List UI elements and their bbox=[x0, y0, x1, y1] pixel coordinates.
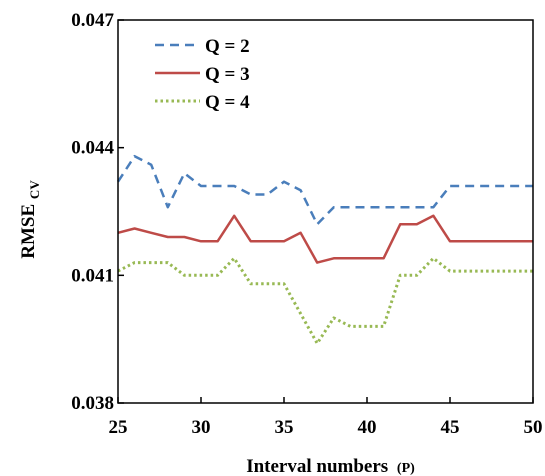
legend-label: Q = 3 bbox=[205, 64, 250, 85]
x-tick-label: 40 bbox=[358, 417, 377, 438]
y-tick-label: 0.044 bbox=[71, 138, 114, 159]
series-line-q4 bbox=[117, 256, 533, 345]
x-axis-title-main: Interval numbers bbox=[246, 456, 388, 476]
legend-label: Q = 2 bbox=[205, 36, 250, 57]
x-tick-label: 45 bbox=[441, 417, 460, 438]
y-tick-label: 0.047 bbox=[71, 10, 114, 31]
x-axis-title: Interval numbers (P) bbox=[246, 456, 415, 476]
y-tick-label: 0.038 bbox=[71, 393, 114, 414]
y-axis-title-subscript: CV bbox=[27, 180, 42, 199]
legend-label: Q = 4 bbox=[205, 92, 250, 113]
x-tick-label: 35 bbox=[275, 417, 294, 438]
x-tick-label: 25 bbox=[109, 417, 128, 438]
x-tick-label: 50 bbox=[524, 417, 543, 438]
plot-frame bbox=[117, 19, 534, 404]
y-axis-title-main: RMSE bbox=[18, 204, 39, 259]
series-line-q2 bbox=[116, 154, 533, 226]
y-tick-label: 0.041 bbox=[71, 265, 114, 286]
x-axis-title-suffix: (P) bbox=[397, 461, 415, 476]
y-axis-title: RMSE CV bbox=[18, 180, 42, 259]
series-line-q3 bbox=[117, 214, 533, 264]
x-tick-label: 30 bbox=[192, 417, 211, 438]
